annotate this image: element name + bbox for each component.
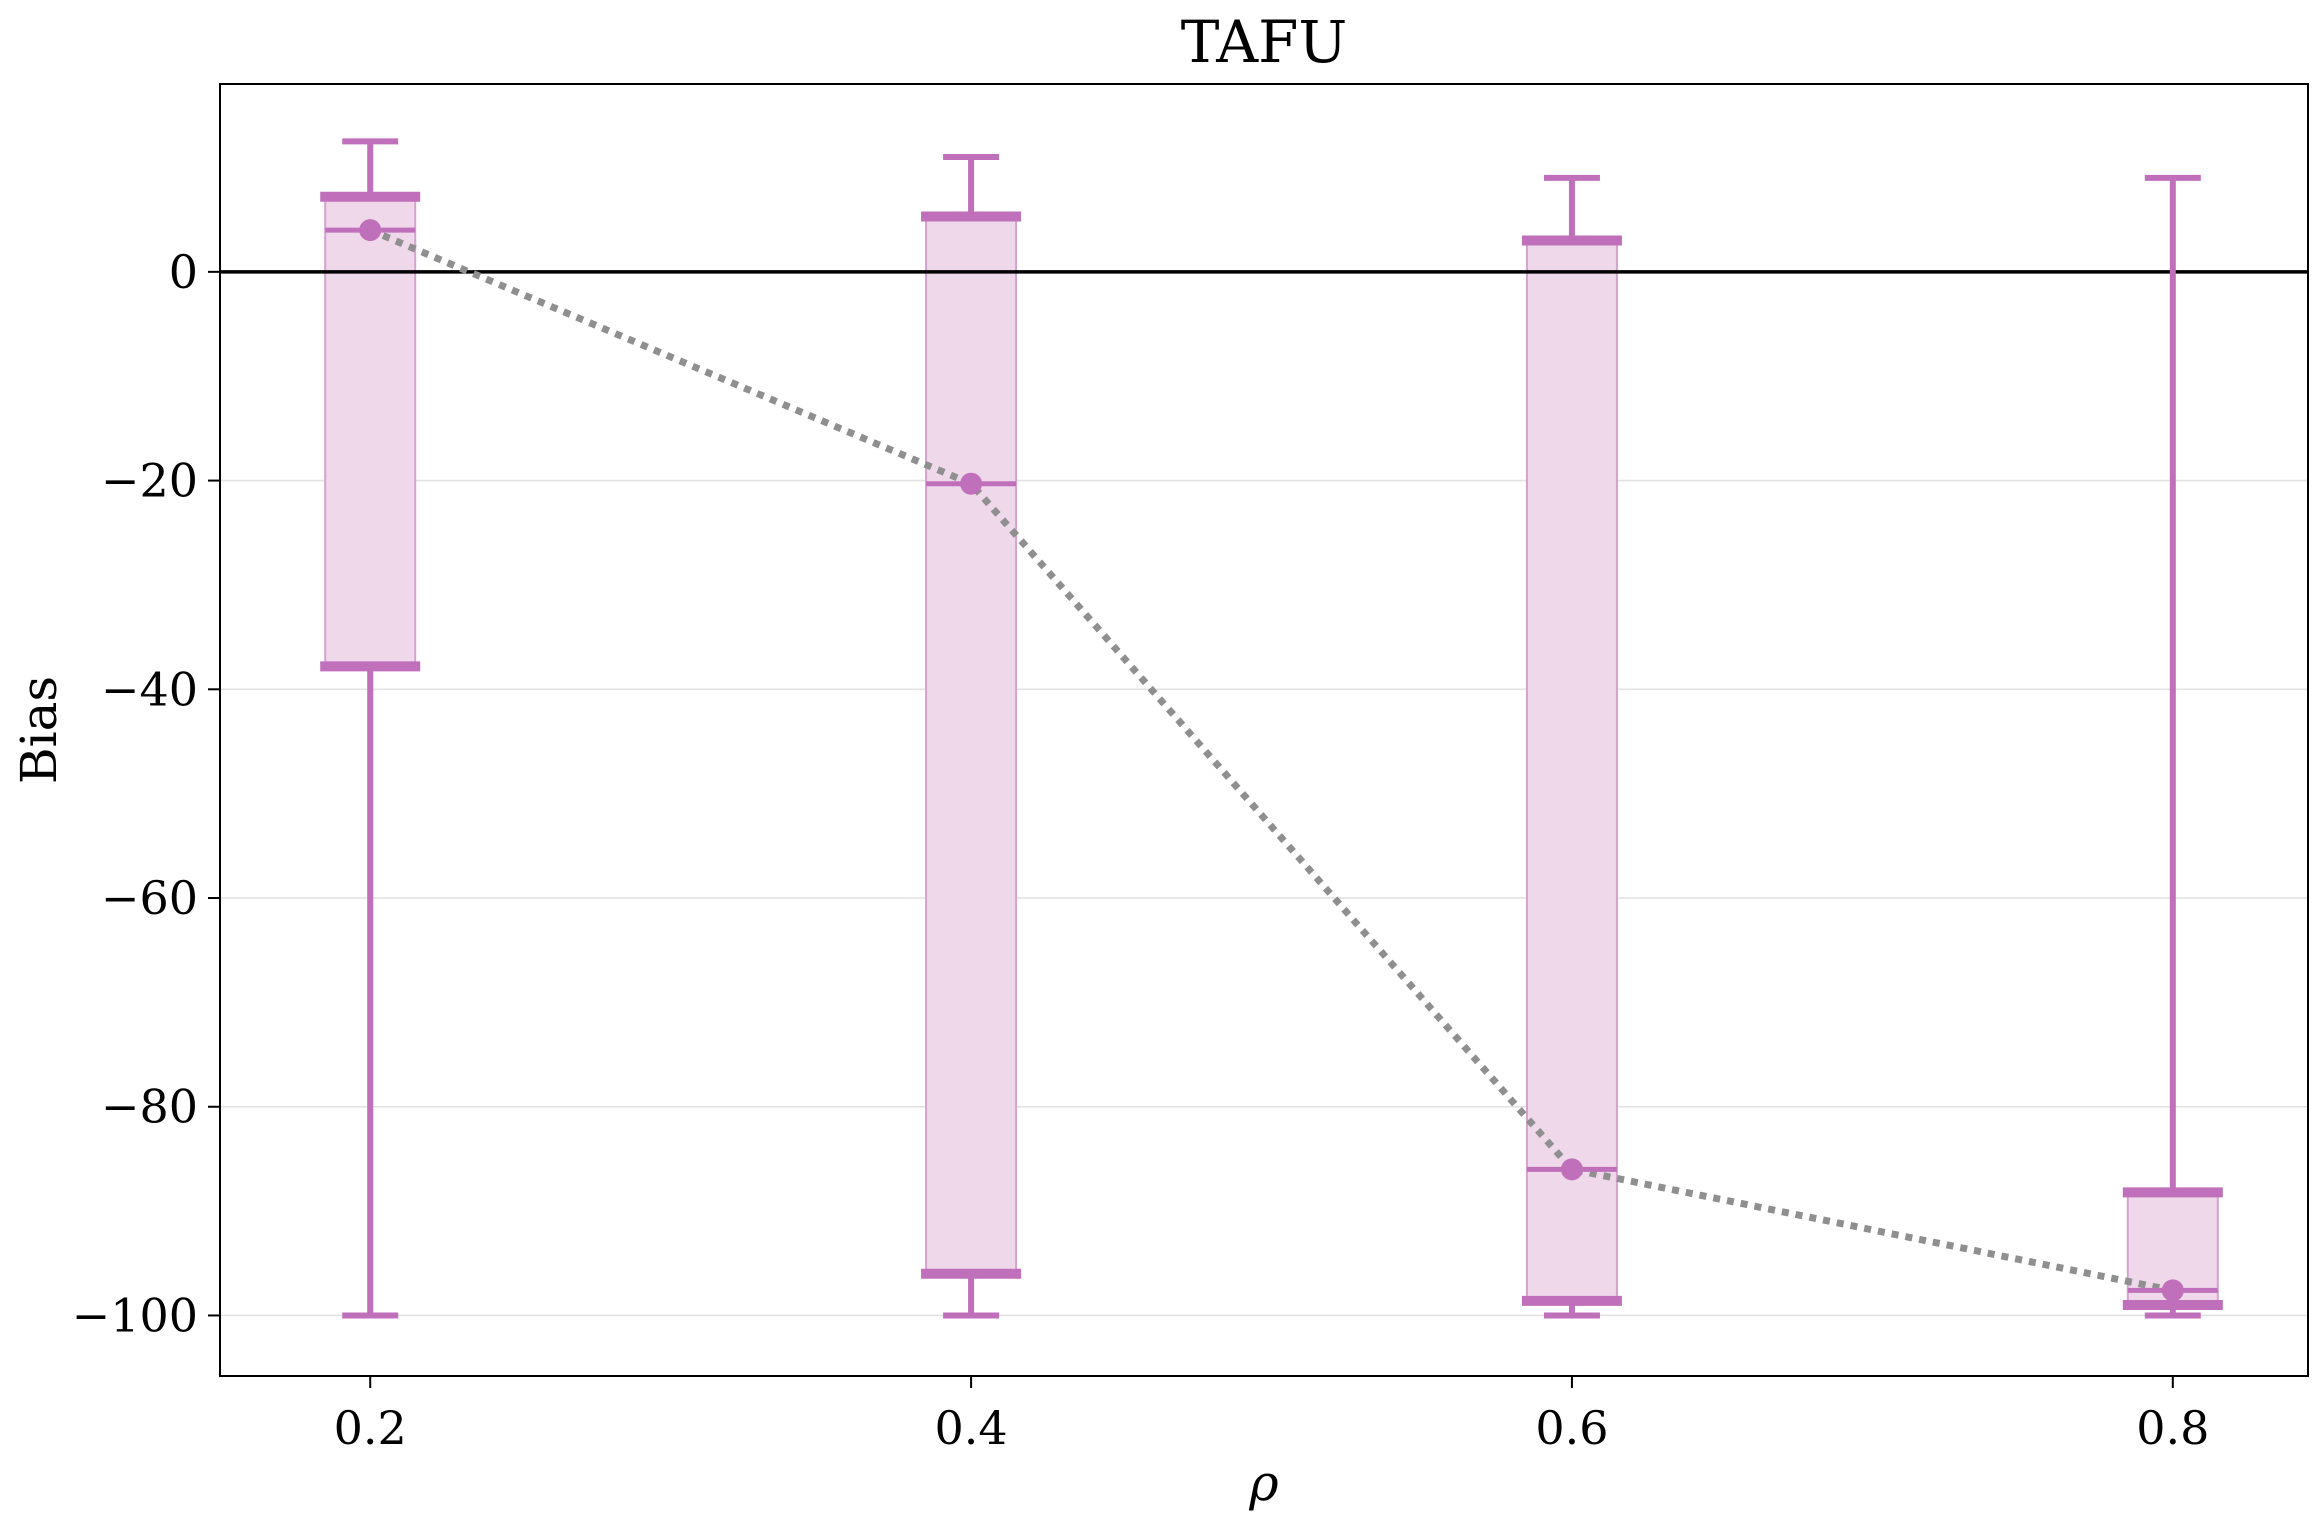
x-tick-label: 0.6	[1535, 1401, 1608, 1455]
chart-title: TAFU	[1181, 8, 1348, 76]
x-tick-label: 0.2	[334, 1401, 407, 1455]
box-2	[1525, 239, 1618, 1302]
mean-point	[960, 472, 983, 495]
y-tick-label: −80	[101, 1080, 198, 1134]
x-axis-title: ρ	[1248, 1454, 1279, 1512]
plot-frame	[219, 83, 2309, 1377]
y-tick-label: 0	[169, 245, 198, 299]
whiskers	[320, 138, 2223, 1319]
y-tick-label: −20	[101, 454, 198, 508]
y-axis-ticks: 0 −20 −40 −60 −80 −100	[72, 245, 220, 1342]
x-tick-label: 0.4	[935, 1401, 1008, 1455]
box-series	[324, 195, 2219, 1307]
x-axis-ticks: 0.2 0.4 0.6 0.8	[334, 1376, 2209, 1455]
x-tick-label: 0.8	[2136, 1401, 2209, 1455]
y-tick-label: −100	[72, 1288, 198, 1342]
y-axis-title: Bias	[10, 676, 68, 784]
mean-point	[2161, 1279, 2184, 1302]
box-0	[324, 195, 417, 668]
mean-point	[359, 219, 382, 242]
box-1	[925, 215, 1018, 1275]
median-marks	[325, 219, 2218, 1302]
mean-point	[1560, 1158, 1583, 1181]
y-tick-label: −60	[101, 871, 198, 925]
grid-lines	[220, 479, 2308, 1317]
mean-trend-line	[368, 226, 2174, 1294]
y-tick-label: −40	[101, 662, 198, 716]
